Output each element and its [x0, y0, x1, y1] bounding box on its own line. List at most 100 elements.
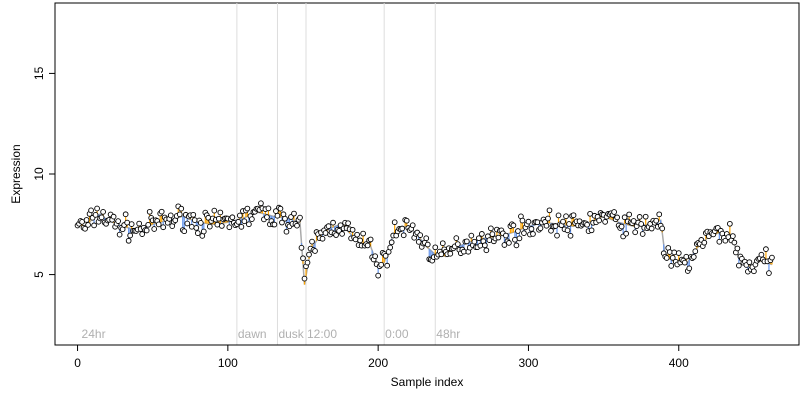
point-351 [602, 218, 608, 225]
point-5 [82, 225, 88, 232]
point-180 [345, 220, 351, 227]
point-404 [681, 259, 688, 266]
point-12 [92, 212, 99, 218]
point-113 [244, 205, 251, 212]
point-176 [339, 231, 345, 237]
point-188 [357, 237, 363, 244]
point-376 [639, 231, 646, 237]
point-195 [367, 236, 374, 243]
point-287 [506, 240, 512, 246]
point-252 [453, 235, 460, 241]
point-375 [638, 221, 645, 227]
point-69 [178, 205, 185, 212]
point-385 [653, 217, 660, 224]
point-151 [301, 275, 308, 282]
point-392 [663, 255, 670, 261]
phase-label-5: 48hr [436, 327, 460, 341]
phase-label-3: 12:00 [307, 327, 337, 341]
point-243 [439, 240, 446, 247]
point-389 [659, 225, 666, 232]
point-269 [479, 231, 485, 237]
point-71 [181, 228, 188, 235]
point-293 [515, 228, 521, 234]
y-tick-label-1: 10 [32, 167, 46, 181]
point-28 [116, 231, 123, 238]
x-axis: 0 100 200 300 400 [74, 344, 689, 370]
point-94 [215, 215, 222, 222]
point-223 [409, 222, 416, 229]
point-290 [510, 222, 517, 229]
point-24 [110, 213, 117, 220]
point-186 [354, 231, 360, 238]
point-13 [94, 205, 100, 212]
point-170 [330, 219, 336, 226]
point-80 [194, 230, 201, 236]
point-9 [88, 207, 94, 214]
point-387 [656, 211, 663, 218]
point-397 [671, 249, 678, 256]
x-tick-label-1: 100 [218, 356, 238, 370]
point-54 [155, 221, 162, 228]
point-455 [758, 251, 765, 258]
point-95 [217, 209, 224, 216]
point-148 [297, 214, 303, 221]
point-362 [618, 223, 625, 230]
point-91 [211, 207, 218, 214]
point-325 [563, 213, 569, 220]
point-275 [488, 225, 494, 232]
point-206 [384, 262, 391, 269]
point-153 [304, 259, 311, 266]
point-79 [193, 225, 200, 231]
point-232 [423, 235, 430, 242]
point-436 [730, 233, 736, 239]
point-400 [675, 250, 682, 256]
phase-label-4: 0:00 [385, 327, 409, 341]
data-points [74, 200, 775, 282]
point-205 [382, 252, 389, 259]
point-146 [294, 222, 300, 229]
point-154 [306, 251, 312, 258]
point-314 [546, 207, 553, 214]
point-27 [115, 218, 121, 224]
point-43 [139, 231, 146, 237]
x-axis-title: Sample index [391, 375, 464, 389]
point-462 [769, 254, 775, 261]
point-319 [554, 232, 560, 239]
point-127 [265, 205, 272, 212]
point-341 [587, 210, 593, 217]
point-35 [127, 232, 134, 239]
point-297 [521, 230, 527, 236]
point-111 [241, 218, 248, 225]
point-437 [731, 239, 738, 246]
point-328 [567, 232, 574, 239]
point-378 [642, 213, 649, 220]
point-460 [766, 270, 772, 276]
point-228 [417, 232, 424, 238]
point-163 [319, 235, 326, 242]
point-292 [513, 242, 520, 249]
point-359 [614, 214, 620, 221]
point-439 [734, 245, 741, 252]
point-76 [188, 223, 195, 230]
point-294 [516, 235, 523, 242]
point-198 [372, 253, 378, 260]
point-135 [277, 205, 284, 212]
point-217 [400, 232, 407, 239]
point-108 [237, 212, 243, 219]
point-407 [686, 265, 693, 272]
phase-lines [236, 3, 436, 345]
phase-label-0: 24hr [82, 327, 106, 341]
point-365 [623, 230, 630, 237]
point-158 [312, 248, 318, 254]
point-142 [288, 214, 294, 220]
point-138 [282, 215, 288, 222]
point-172 [333, 232, 339, 238]
point-36 [128, 221, 135, 227]
point-303 [530, 231, 536, 237]
y-tick-label-0: 5 [32, 271, 46, 278]
point-312 [543, 222, 550, 229]
point-268 [477, 242, 484, 249]
point-357 [611, 209, 617, 215]
x-tick-label-3: 300 [518, 356, 538, 370]
point-32 [122, 211, 129, 218]
